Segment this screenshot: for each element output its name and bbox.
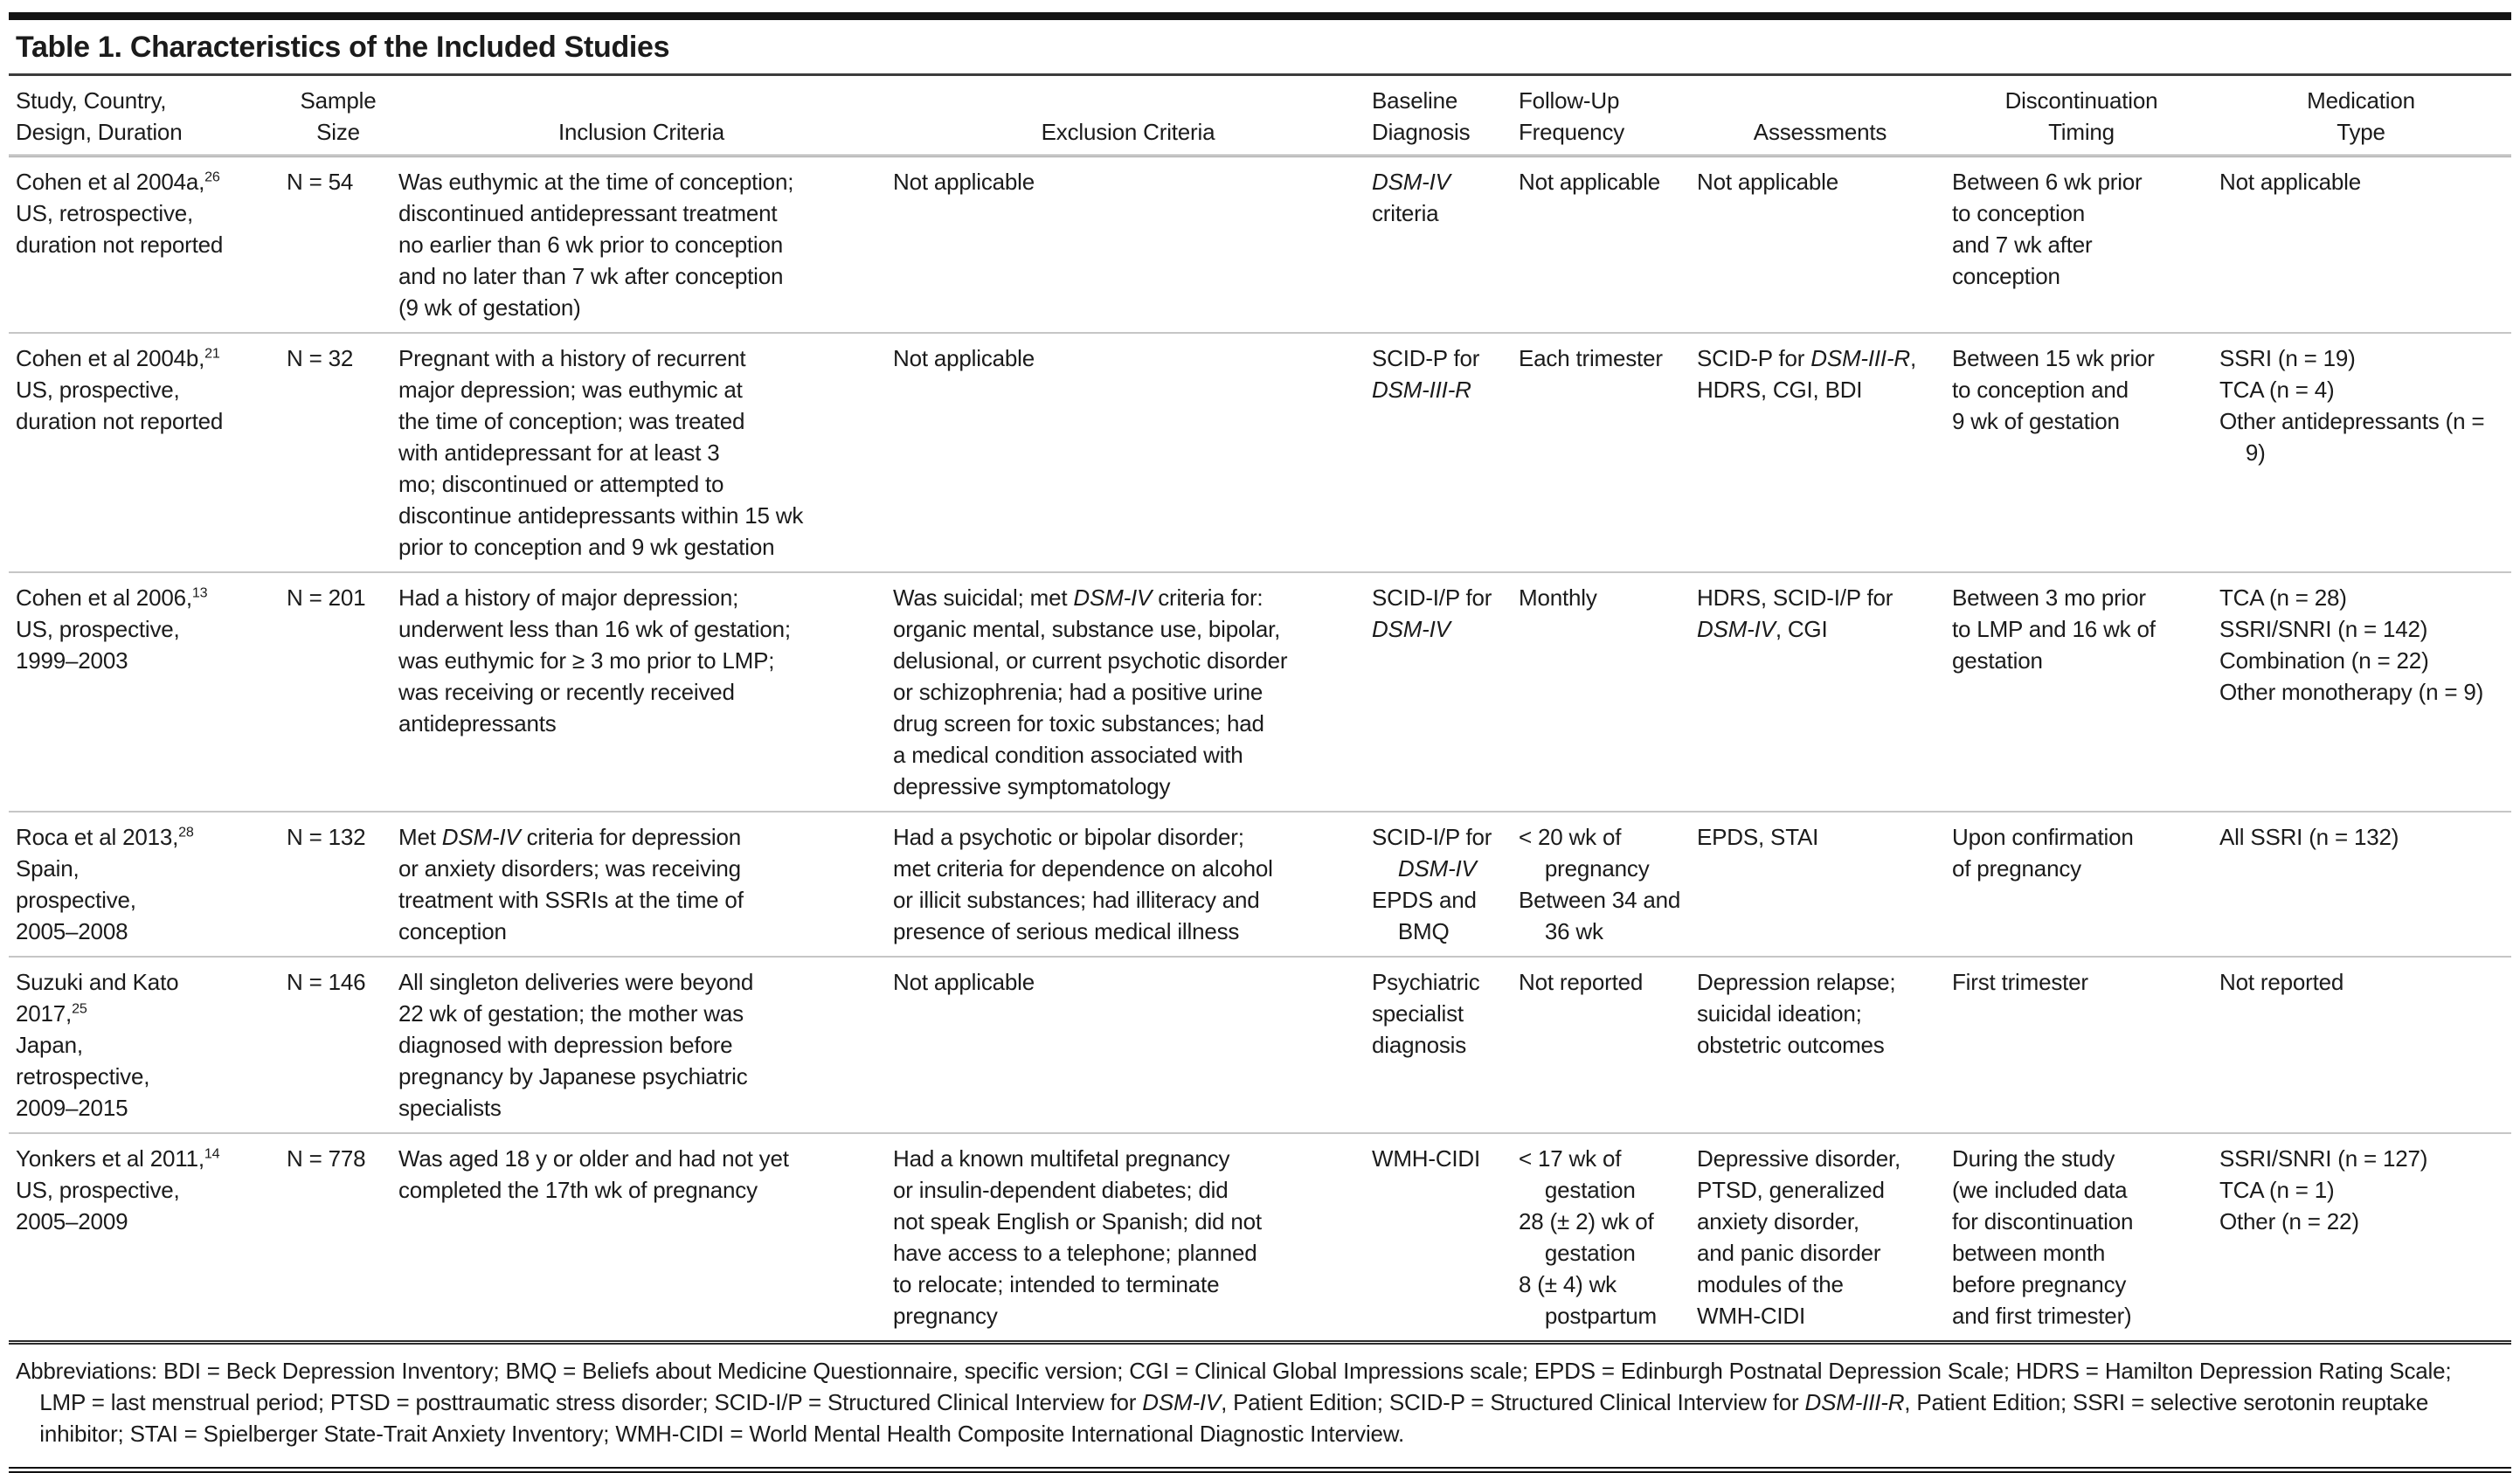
abbreviations-note: Abbreviations: BDI = Beck Depression Inv…: [9, 1340, 2511, 1473]
cell-inclusion: Pregnant with a history of recurrent majo…: [398, 333, 893, 573]
cell-discontinuation-timing: Between 6 wk prior to conception and 7 wk …: [1952, 156, 2219, 334]
cell-study: Cohen et al 2006,13 US, prospective, 1999–…: [9, 572, 287, 813]
cell-followup-frequency: Monthly: [1519, 572, 1697, 813]
cell-medication-type: All SSRI (n = 132): [2219, 812, 2511, 958]
cell-assessments: Not applicable: [1697, 156, 1952, 334]
col-header-assessments: Assessments: [1697, 74, 1952, 157]
cell-sample-size: N = 146: [287, 957, 398, 1134]
table-row: Yonkers et al 2011,14 US, prospective, 200…: [9, 1133, 2511, 1340]
cell-inclusion: Was aged 18 y or older and had not yet co…: [398, 1145, 789, 1203]
cell-exclusion: Had a known multifetal pregnancy or insul…: [893, 1145, 1262, 1329]
cell-baseline-diagnosis: DSM-IV criteria: [1372, 156, 1519, 334]
cell-discontinuation-timing: First trimester: [1952, 957, 2219, 1134]
studies-table: Study, Country, Design, Duration Sample Si…: [9, 73, 2511, 1340]
cell-sample-size: N = 54: [287, 156, 398, 334]
cell-medication-type: TCA (n = 28) SSRI/SNRI (n = 142) Combinati…: [2219, 572, 2511, 813]
col-header-medication-type: Medication Type: [2219, 74, 2511, 157]
cell-baseline-diagnosis: SCID-I/P for DSM-IV EPDS and BMQ: [1372, 812, 1519, 958]
cell-exclusion: Had a psychotic or bipolar disorder; met …: [893, 812, 1372, 958]
col-header-study: Study, Country, Design, Duration: [9, 74, 287, 157]
col-header-exclusion-criteria: Exclusion Criteria: [893, 74, 1372, 157]
cell-discontinuation-timing: Between 3 mo prior to LMP and 16 wk of ges…: [1952, 572, 2219, 813]
cell-discontinuation-timing: Between 15 wk prior to conception and 9 wk…: [1952, 333, 2219, 573]
col-header-sample-size: Sample Size: [287, 74, 398, 157]
cell-inclusion: All singleton deliveries were beyond 22 w…: [398, 957, 893, 1134]
top-rule: [9, 12, 2511, 20]
cell-study: Cohen et al 2004a,26 US, retrospective, du…: [9, 156, 287, 334]
cell-medication-type: SSRI/SNRI (n = 127) TCA (n = 1) Other (n =…: [2219, 1145, 2428, 1234]
table-row: Cohen et al 2004b,21 US, prospective, dura…: [9, 333, 2511, 573]
cell-inclusion: Met DSM-IV criteria for depression or anx…: [398, 812, 893, 958]
cell-baseline-diagnosis: SCID-P for DSM-III-R: [1372, 333, 1519, 573]
cell-followup-frequency: < 20 wk of pregnancy Between 34 and 36 wk: [1519, 812, 1697, 958]
col-header-discontinuation-timing: Discontinuation Timing: [1952, 74, 2219, 157]
col-header-inclusion-criteria: Inclusion Criteria: [398, 74, 893, 157]
cell-exclusion: Was suicidal; met DSM-IV criteria for: or…: [893, 572, 1372, 813]
col-header-followup-frequency: Follow-Up Frequency: [1519, 74, 1697, 157]
table-row: Cohen et al 2006,13 US, prospective, 1999–…: [9, 572, 2511, 813]
cell-study: Roca et al 2013,28 Spain, prospective, 2005…: [9, 812, 287, 958]
cell-study: Suzuki and Kato 2017,25 Japan, retrospectiv…: [9, 957, 287, 1134]
cell-inclusion: Was euthymic at the time of conception; d…: [398, 156, 893, 334]
cell-sample-size: N = 201: [287, 572, 398, 813]
table-row: Cohen et al 2004a,26 US, retrospective, du…: [9, 156, 2511, 334]
cell-medication-type: SSRI (n = 19) TCA (n = 4) Other antidepres…: [2219, 333, 2511, 573]
cell-followup-frequency: Not reported: [1519, 957, 1697, 1134]
cell-assessments: SCID-P for DSM-III-R, HDRS, CGI, BDI: [1697, 333, 1952, 573]
cell-baseline-diagnosis: SCID-I/P for DSM-IV: [1372, 572, 1519, 813]
cell-inclusion: Had a history of major depression; underw…: [398, 572, 893, 813]
cell-medication-type: Not applicable: [2219, 156, 2511, 334]
cell-exclusion: Not applicable: [893, 957, 1372, 1134]
table-row: Suzuki and Kato 2017,25 Japan, retrospectiv…: [9, 957, 2511, 1134]
cell-assessments: Depression relapse; suicidal ideation; obs…: [1697, 957, 1952, 1134]
cell-assessments: EPDS, STAI: [1697, 812, 1952, 958]
cell-discontinuation-timing: Upon confirmation of pregnancy: [1952, 812, 2219, 958]
cell-baseline-diagnosis: Psychiatric specialist diagnosis: [1372, 957, 1519, 1134]
cell-study: Yonkers et al 2011,14 US, prospective, 200…: [16, 1145, 220, 1234]
cell-sample-size: N = 778: [287, 1145, 366, 1172]
cell-sample-size: N = 132: [287, 812, 398, 958]
cell-followup-frequency: Not applicable: [1519, 156, 1697, 334]
cell-study: Cohen et al 2004b,21 US, prospective, dura…: [9, 333, 287, 573]
header-row: Study, Country, Design, Duration Sample Si…: [9, 74, 2511, 157]
cell-assessments: Depressive disorder, PTSD, generalized anx…: [1697, 1145, 1900, 1329]
table-title: Table 1. Characteristics of the Included…: [16, 31, 670, 64]
cell-medication-type: Not reported: [2219, 957, 2511, 1134]
cell-assessments: HDRS, SCID-I/P for DSM-IV, CGI: [1697, 572, 1952, 813]
cell-exclusion: Not applicable: [893, 156, 1372, 334]
cell-sample-size: N = 32: [287, 333, 398, 573]
cell-discontinuation-timing: During the study (we included data for dis…: [1952, 1145, 2134, 1329]
cell-followup-frequency: Each trimester: [1519, 333, 1697, 573]
table-row: Roca et al 2013,28 Spain, prospective, 2005…: [9, 812, 2511, 958]
col-header-baseline-diagnosis: Baseline Diagnosis: [1372, 74, 1519, 157]
cell-exclusion: Not applicable: [893, 333, 1372, 573]
cell-followup-frequency: < 17 wk of gestation 28 (± 2) wk of gesta…: [1519, 1145, 1657, 1329]
cell-baseline-diagnosis: WMH-CIDI: [1372, 1145, 1481, 1172]
